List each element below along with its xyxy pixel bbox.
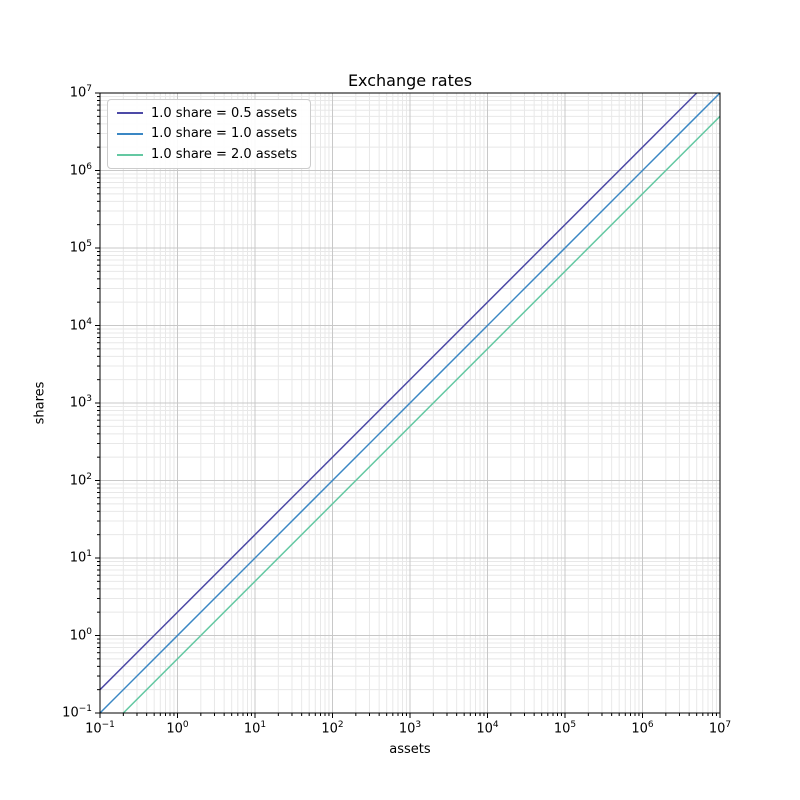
y-tick-label: 105 [69,239,92,256]
x-tick-label: 102 [321,720,344,737]
x-axis-label: assets [389,742,431,757]
x-tick-label: 10−1 [85,720,115,737]
legend-item: 1.0 share = 2.0 assets [108,145,310,165]
series-line [122,115,721,714]
series-line [99,92,721,714]
y-tick-label: 102 [69,471,92,488]
legend-item: 1.0 share = 1.0 assets [108,124,310,144]
legend-line-swatch-icon [117,132,143,135]
x-tick-label: 101 [243,720,267,737]
legend-item: 1.0 share = 0.5 assets [108,103,310,123]
series-line [99,92,698,691]
x-tick-label: 106 [631,720,654,737]
legend-item-label: 1.0 share = 1.0 assets [151,126,298,142]
legend-item-label: 1.0 share = 0.5 assets [151,105,298,121]
legend-item-label: 1.0 share = 2.0 assets [151,147,298,163]
x-tick-label: 103 [398,720,422,737]
x-tick-label: 104 [476,720,499,737]
legend-line-swatch-icon [117,153,143,156]
y-tick-label: 107 [69,84,92,101]
legend: 1.0 share = 0.5 assets 1.0 share = 1.0 a… [107,99,311,169]
y-tick-label: 106 [69,161,92,178]
legend-line-swatch-icon [117,112,143,115]
x-tick-label: 105 [553,720,577,737]
x-tick-label: 107 [708,720,732,737]
y-tick-label: 10−1 [62,704,92,721]
y-tick-label: 104 [69,316,92,333]
chart-title: Exchange rates [347,71,473,90]
y-tick-label: 103 [69,394,92,411]
x-tick-label: 100 [166,720,189,737]
y-tick-label: 101 [69,549,92,566]
y-tick-label: 100 [69,626,92,643]
